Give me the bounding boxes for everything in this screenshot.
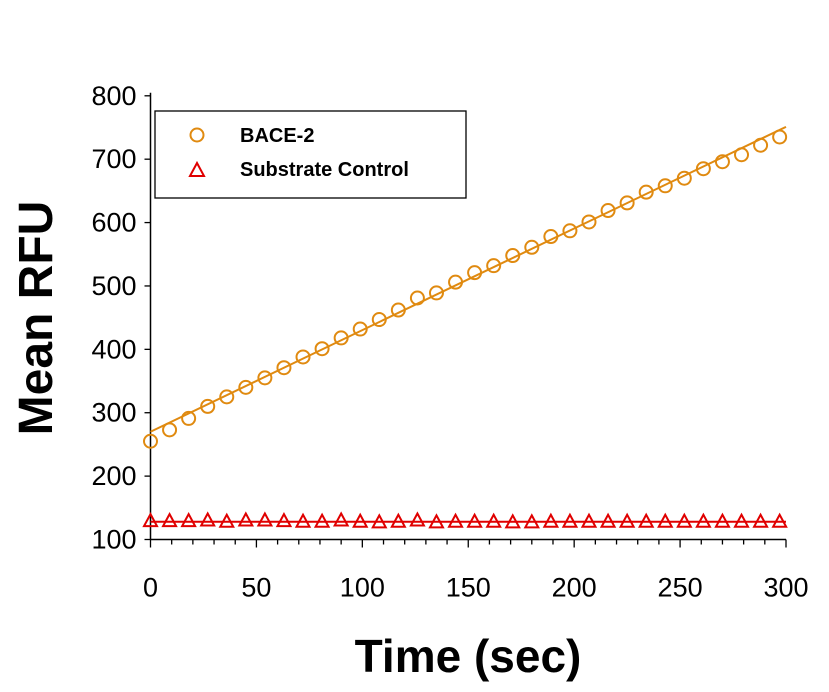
- data-point-triangle: [180, 512, 197, 528]
- y-tick-label: 100: [91, 525, 136, 555]
- data-point-circle: [276, 360, 292, 376]
- data-point-triangle: [676, 512, 693, 528]
- data-point-circle: [505, 248, 521, 264]
- y-axis-title: Mean RFU: [10, 201, 63, 436]
- data-point-circle: [753, 137, 769, 153]
- data-point-triangle: [618, 512, 636, 528]
- data-point-triangle: [638, 512, 655, 528]
- x-tick-label: 100: [340, 573, 385, 603]
- y-tick-label: 400: [91, 334, 136, 364]
- data-point-circle: [143, 433, 158, 449]
- data-point-circle: [695, 161, 711, 177]
- data-point-triangle: [313, 512, 331, 528]
- data-point-triangle: [428, 513, 445, 529]
- y-tick-label: 200: [91, 461, 136, 491]
- data-point-triangle: [695, 512, 712, 528]
- data-point-circle: [409, 290, 425, 306]
- data-point-circle: [448, 274, 464, 290]
- y-tick-label: 700: [91, 144, 136, 174]
- data-point-circle: [162, 422, 178, 438]
- x-tick-label: 150: [446, 573, 491, 603]
- legend-box: [154, 110, 467, 199]
- data-point-triangle: [733, 512, 750, 528]
- data-point-circle: [371, 312, 387, 328]
- data-point-triangle: [771, 512, 788, 528]
- y-tick-label: 300: [91, 398, 136, 428]
- legend-label-bace2: BACE-2: [240, 125, 314, 147]
- x-axis-title: Time (sec): [355, 630, 582, 682]
- series-bace2: [143, 125, 788, 449]
- x-tick-label: 250: [658, 573, 703, 603]
- x-tick-label: 0: [143, 573, 158, 603]
- data-point-circle: [314, 341, 330, 357]
- y-tick-label: 500: [91, 271, 136, 301]
- data-point-circle: [638, 184, 654, 200]
- legend-label-control: Substrate Control: [240, 159, 409, 181]
- data-point-triangle: [294, 512, 312, 528]
- data-point-circle: [619, 195, 635, 211]
- data-point-circle: [524, 239, 540, 255]
- x-tick-label: 300: [763, 573, 808, 603]
- data-point-circle: [562, 223, 578, 239]
- data-point-triangle: [542, 512, 560, 528]
- data-point-circle: [772, 129, 788, 145]
- data-point-triangle: [218, 512, 235, 528]
- data-point-triangle: [352, 512, 369, 528]
- data-point-circle: [390, 302, 406, 318]
- data-point-triangle: [485, 512, 502, 528]
- marks: [142, 125, 788, 529]
- data-point-triangle: [142, 512, 159, 528]
- data-point-triangle: [275, 512, 293, 528]
- data-point-triangle: [504, 513, 521, 529]
- data-point-circle: [200, 398, 216, 414]
- data-point-triangle: [447, 512, 464, 528]
- data-point-triangle: [714, 512, 731, 528]
- data-point-circle: [543, 229, 559, 245]
- data-point-triangle: [752, 512, 769, 528]
- data-point-triangle: [580, 512, 598, 528]
- data-point-circle: [352, 321, 368, 337]
- data-point-triangle: [599, 512, 617, 528]
- data-point-triangle: [390, 512, 407, 528]
- data-point-circle: [486, 258, 502, 274]
- data-point-triangle: [561, 512, 579, 528]
- data-point-circle: [257, 370, 273, 386]
- legend-marker-control: [188, 160, 206, 177]
- data-point-triangle: [199, 511, 216, 527]
- y-tick-label: 600: [91, 208, 136, 238]
- data-point-circle: [676, 170, 692, 186]
- data-point-circle: [581, 214, 597, 230]
- data-point-circle: [467, 265, 483, 281]
- data-point-triangle: [409, 511, 426, 527]
- data-point-triangle: [371, 513, 388, 529]
- data-point-triangle: [332, 511, 350, 527]
- data-point-circle: [600, 203, 616, 219]
- data-point-circle: [333, 330, 349, 346]
- data-point-circle: [181, 410, 197, 426]
- data-point-triangle: [466, 512, 483, 528]
- series-substrate-control: [142, 511, 788, 529]
- axes: 100 200 300 400 500 600 700 800 0 50 100 150 200 250 3…: [91, 81, 808, 603]
- x-tick-label: 50: [241, 573, 271, 603]
- data-point-circle: [295, 349, 311, 365]
- data-point-circle: [734, 147, 750, 163]
- data-point-triangle: [237, 511, 255, 527]
- data-point-triangle: [523, 513, 540, 529]
- fit-line: [150, 125, 787, 433]
- x-tick-label: 200: [552, 573, 597, 603]
- legend: BACE-2 Substrate Control: [154, 110, 467, 199]
- data-point-triangle: [657, 512, 674, 528]
- data-point-circle: [238, 379, 254, 395]
- data-point-triangle: [256, 511, 274, 527]
- data-point-circle: [714, 154, 730, 170]
- data-point-circle: [428, 285, 444, 301]
- data-point-triangle: [161, 512, 178, 528]
- legend-marker-bace2: [189, 127, 205, 143]
- y-tick-label: 800: [91, 81, 136, 111]
- data-point-circle: [219, 389, 235, 405]
- data-point-circle: [657, 178, 673, 194]
